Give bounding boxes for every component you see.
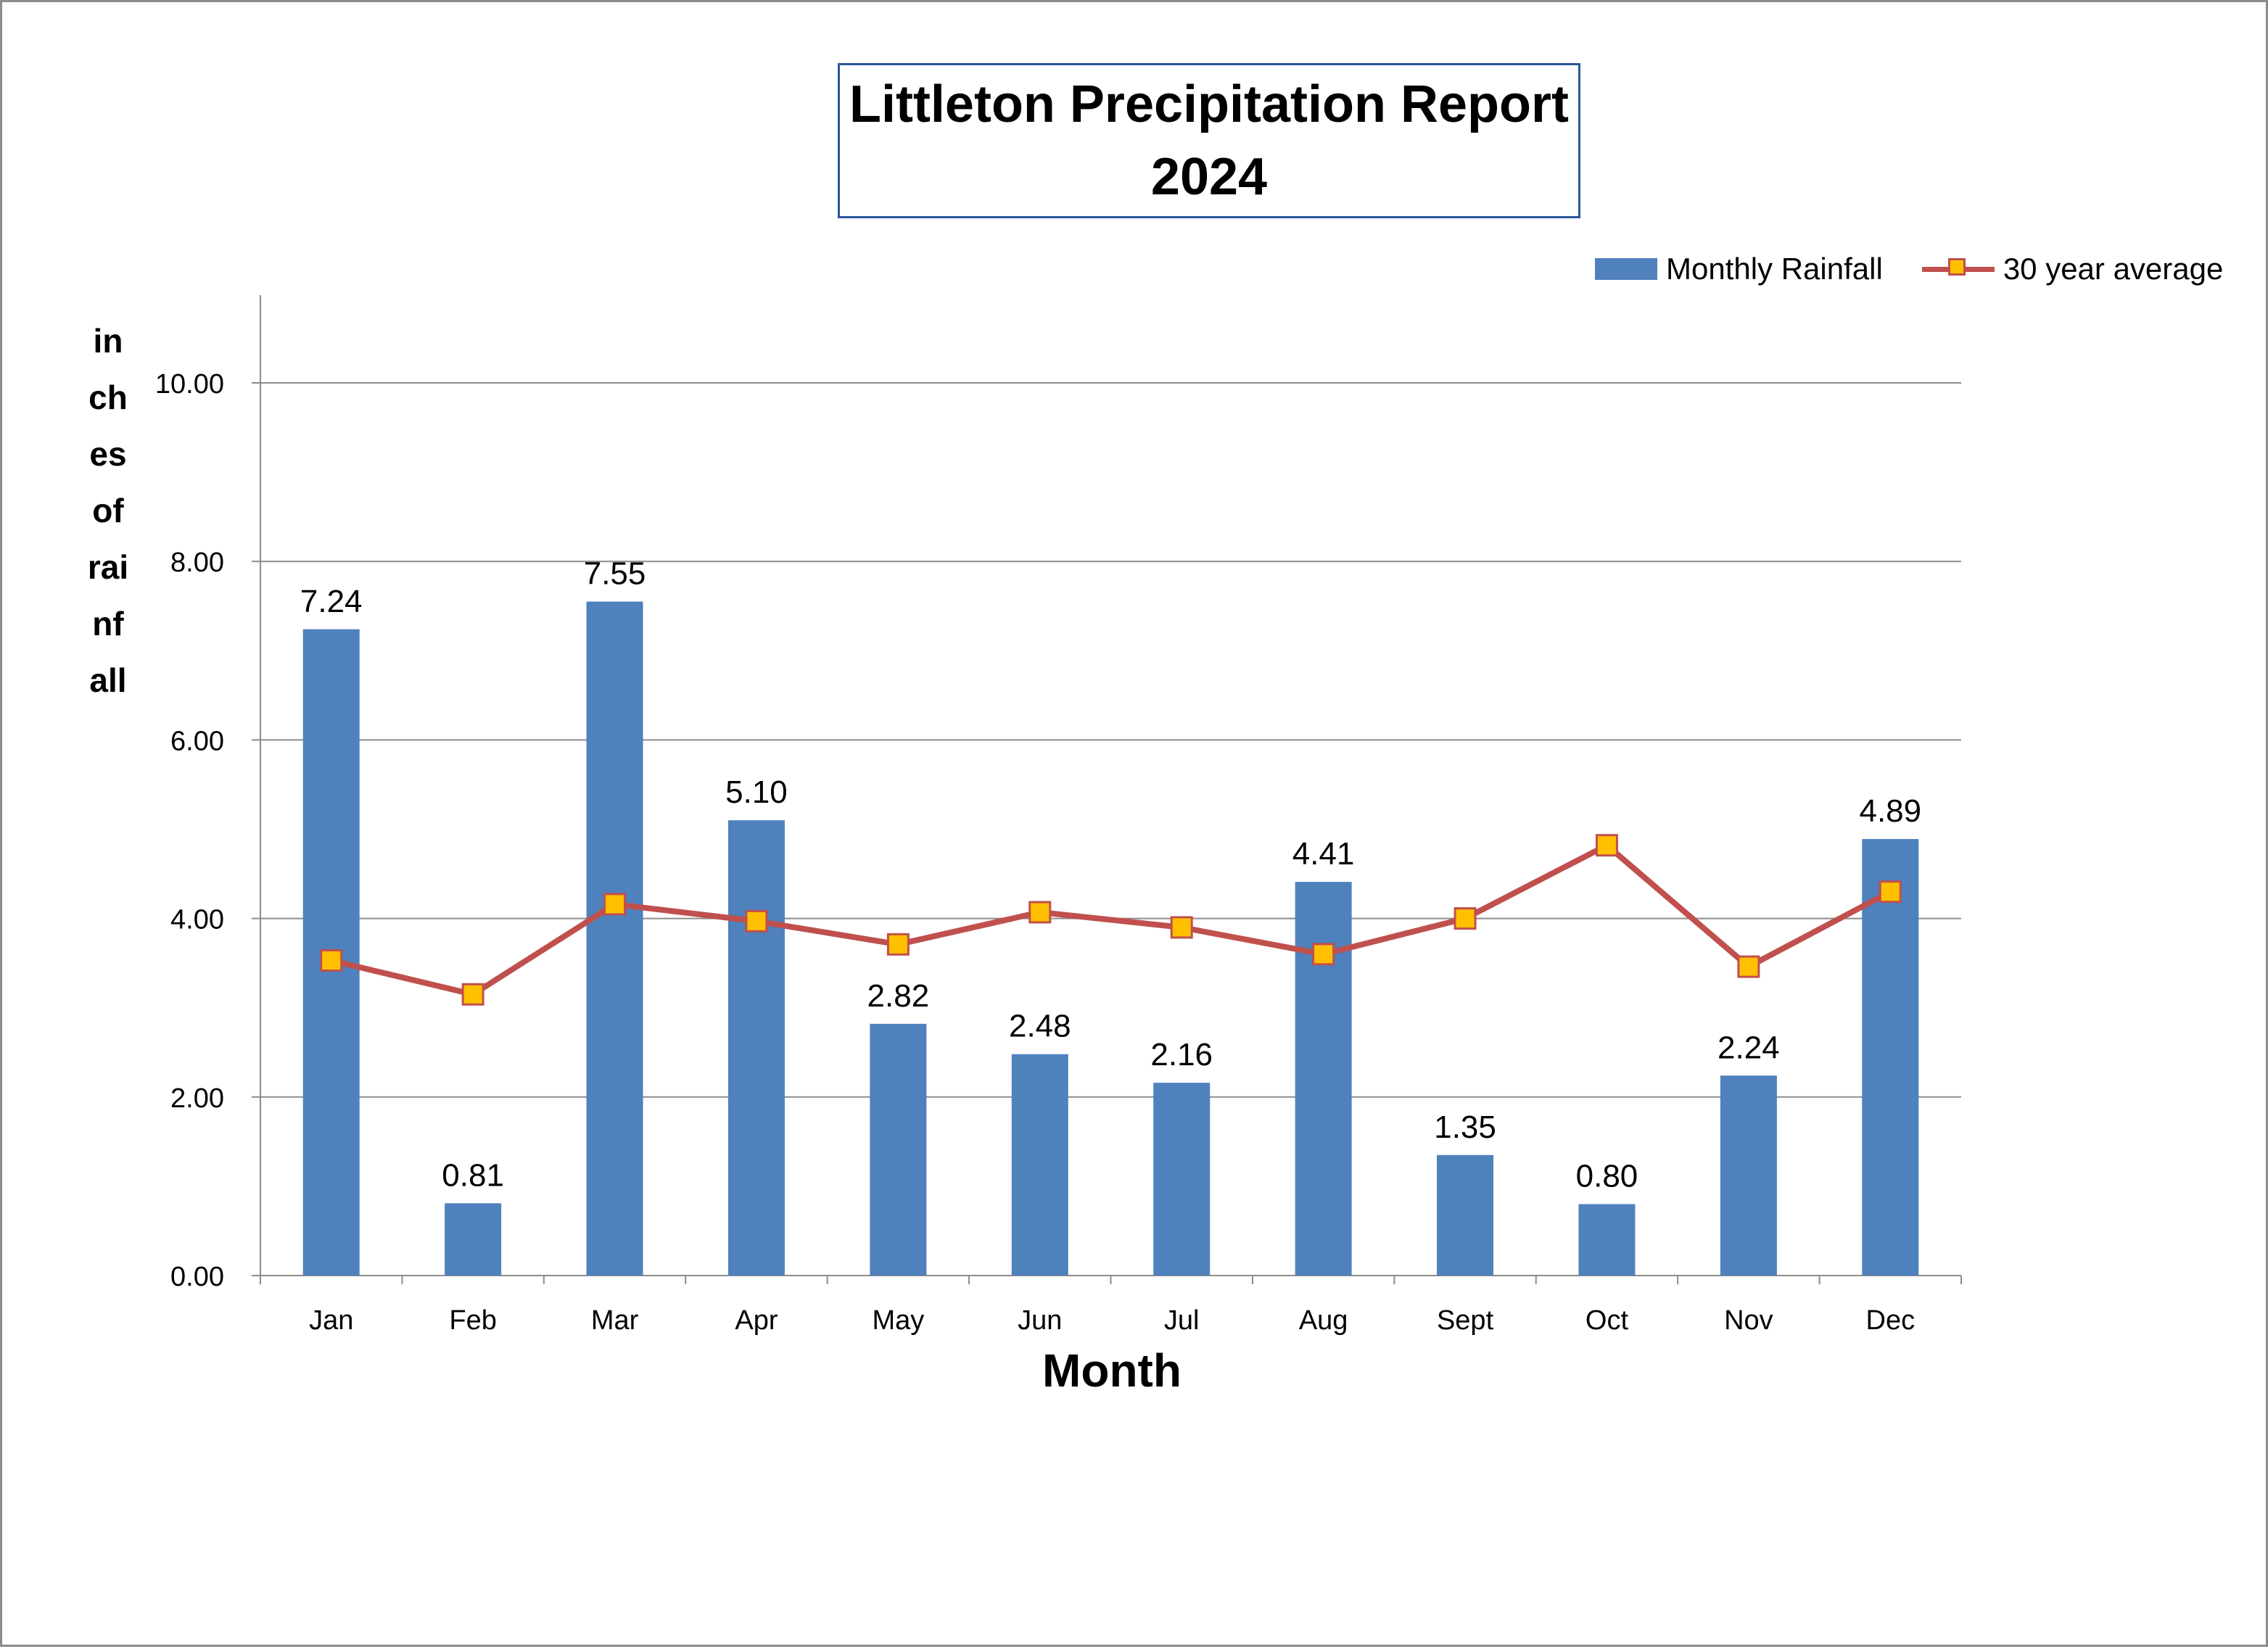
y-tick-label-5: 10.00 bbox=[155, 369, 224, 400]
bar-dec bbox=[1862, 839, 1919, 1276]
x-tick-label-aug: Aug bbox=[1299, 1305, 1348, 1336]
x-tick-label-jun: Jun bbox=[1018, 1305, 1062, 1336]
bar-mar bbox=[586, 601, 643, 1276]
x-tick-label-jan: Jan bbox=[309, 1305, 353, 1336]
bar-label-dec: 4.89 bbox=[1859, 793, 1921, 829]
legend-item-30-year-average: 30 year average bbox=[1921, 252, 2224, 286]
bar-label-apr: 5.10 bbox=[725, 774, 788, 810]
avg-point-feb bbox=[461, 983, 484, 1006]
chart-title-line-2: 2024 bbox=[1150, 148, 1268, 206]
legend-swatch-bar bbox=[1595, 258, 1657, 280]
bar-nov bbox=[1720, 1075, 1777, 1276]
bar-label-jun: 2.48 bbox=[1009, 1009, 1071, 1044]
x-tick-label-oct: Oct bbox=[1585, 1305, 1629, 1336]
bar-apr bbox=[727, 820, 785, 1276]
bar-label-aug: 4.41 bbox=[1292, 836, 1355, 872]
bar-label-oct: 0.80 bbox=[1576, 1159, 1638, 1194]
x-tick-label-may: May bbox=[872, 1305, 924, 1336]
bar-jun bbox=[1011, 1054, 1068, 1276]
legend-swatch-line bbox=[1921, 258, 1995, 280]
x-tick-label-nov: Nov bbox=[1724, 1305, 1773, 1336]
bar-label-nov: 2.24 bbox=[1718, 1030, 1780, 1065]
avg-point-aug bbox=[1312, 943, 1335, 966]
avg-point-may bbox=[886, 933, 910, 956]
avg-point-dec bbox=[1879, 880, 1902, 904]
legend-item-monthly-rainfall: Monthly Rainfall bbox=[1595, 252, 1883, 286]
x-tick-label-jul: Jul bbox=[1164, 1305, 1200, 1336]
avg-point-jun bbox=[1028, 901, 1052, 924]
avg-point-nov bbox=[1737, 955, 1760, 978]
bar-label-jan: 7.24 bbox=[300, 584, 363, 619]
x-tick-label-feb: Feb bbox=[449, 1305, 496, 1336]
x-tick-label-mar: Mar bbox=[591, 1305, 639, 1336]
y-tick-label-4: 8.00 bbox=[170, 547, 224, 578]
avg-point-mar bbox=[603, 893, 627, 916]
avg-point-jan bbox=[320, 949, 343, 972]
avg-line bbox=[330, 842, 1892, 998]
x-axis-title: Month bbox=[1042, 1344, 1182, 1397]
y-tick-label-1: 2.00 bbox=[170, 1083, 224, 1114]
legend-label-monthly-rainfall: Monthly Rainfall bbox=[1666, 252, 1883, 286]
legend: Monthly Rainfall 30 year average bbox=[1595, 247, 2223, 291]
avg-point-jul bbox=[1170, 916, 1193, 939]
bar-may bbox=[870, 1023, 927, 1276]
bar-label-feb: 0.81 bbox=[442, 1157, 504, 1193]
bar-aug bbox=[1295, 882, 1352, 1276]
y-tick-label-2: 4.00 bbox=[170, 905, 224, 935]
x-tick-label-apr: Apr bbox=[735, 1305, 778, 1336]
avg-point-sept bbox=[1453, 907, 1477, 930]
avg-point-oct bbox=[1595, 834, 1618, 857]
bar-sept bbox=[1437, 1154, 1494, 1276]
chart-title: Littleton Precipitation Report 2024 bbox=[838, 63, 1580, 218]
chart-title-line-1: Littleton Precipitation Report bbox=[849, 75, 1569, 133]
bar-feb bbox=[445, 1203, 502, 1276]
bar-label-may: 2.82 bbox=[867, 978, 930, 1014]
x-tick-label-sept: Sept bbox=[1437, 1305, 1494, 1336]
bar-label-mar: 7.55 bbox=[584, 556, 646, 592]
bar-jul bbox=[1153, 1083, 1211, 1276]
y-tick-label-3: 6.00 bbox=[170, 726, 224, 756]
bar-label-jul: 2.16 bbox=[1150, 1037, 1213, 1073]
legend-label-30-year-average: 30 year average bbox=[2003, 252, 2224, 286]
bar-label-sept: 1.35 bbox=[1434, 1109, 1496, 1145]
y-tick-label-0: 0.00 bbox=[170, 1262, 224, 1292]
x-tick-label-dec: Dec bbox=[1866, 1305, 1916, 1336]
y-axis-title: inches of rainfall bbox=[87, 322, 129, 699]
bar-oct bbox=[1578, 1204, 1636, 1276]
avg-point-apr bbox=[745, 909, 768, 933]
